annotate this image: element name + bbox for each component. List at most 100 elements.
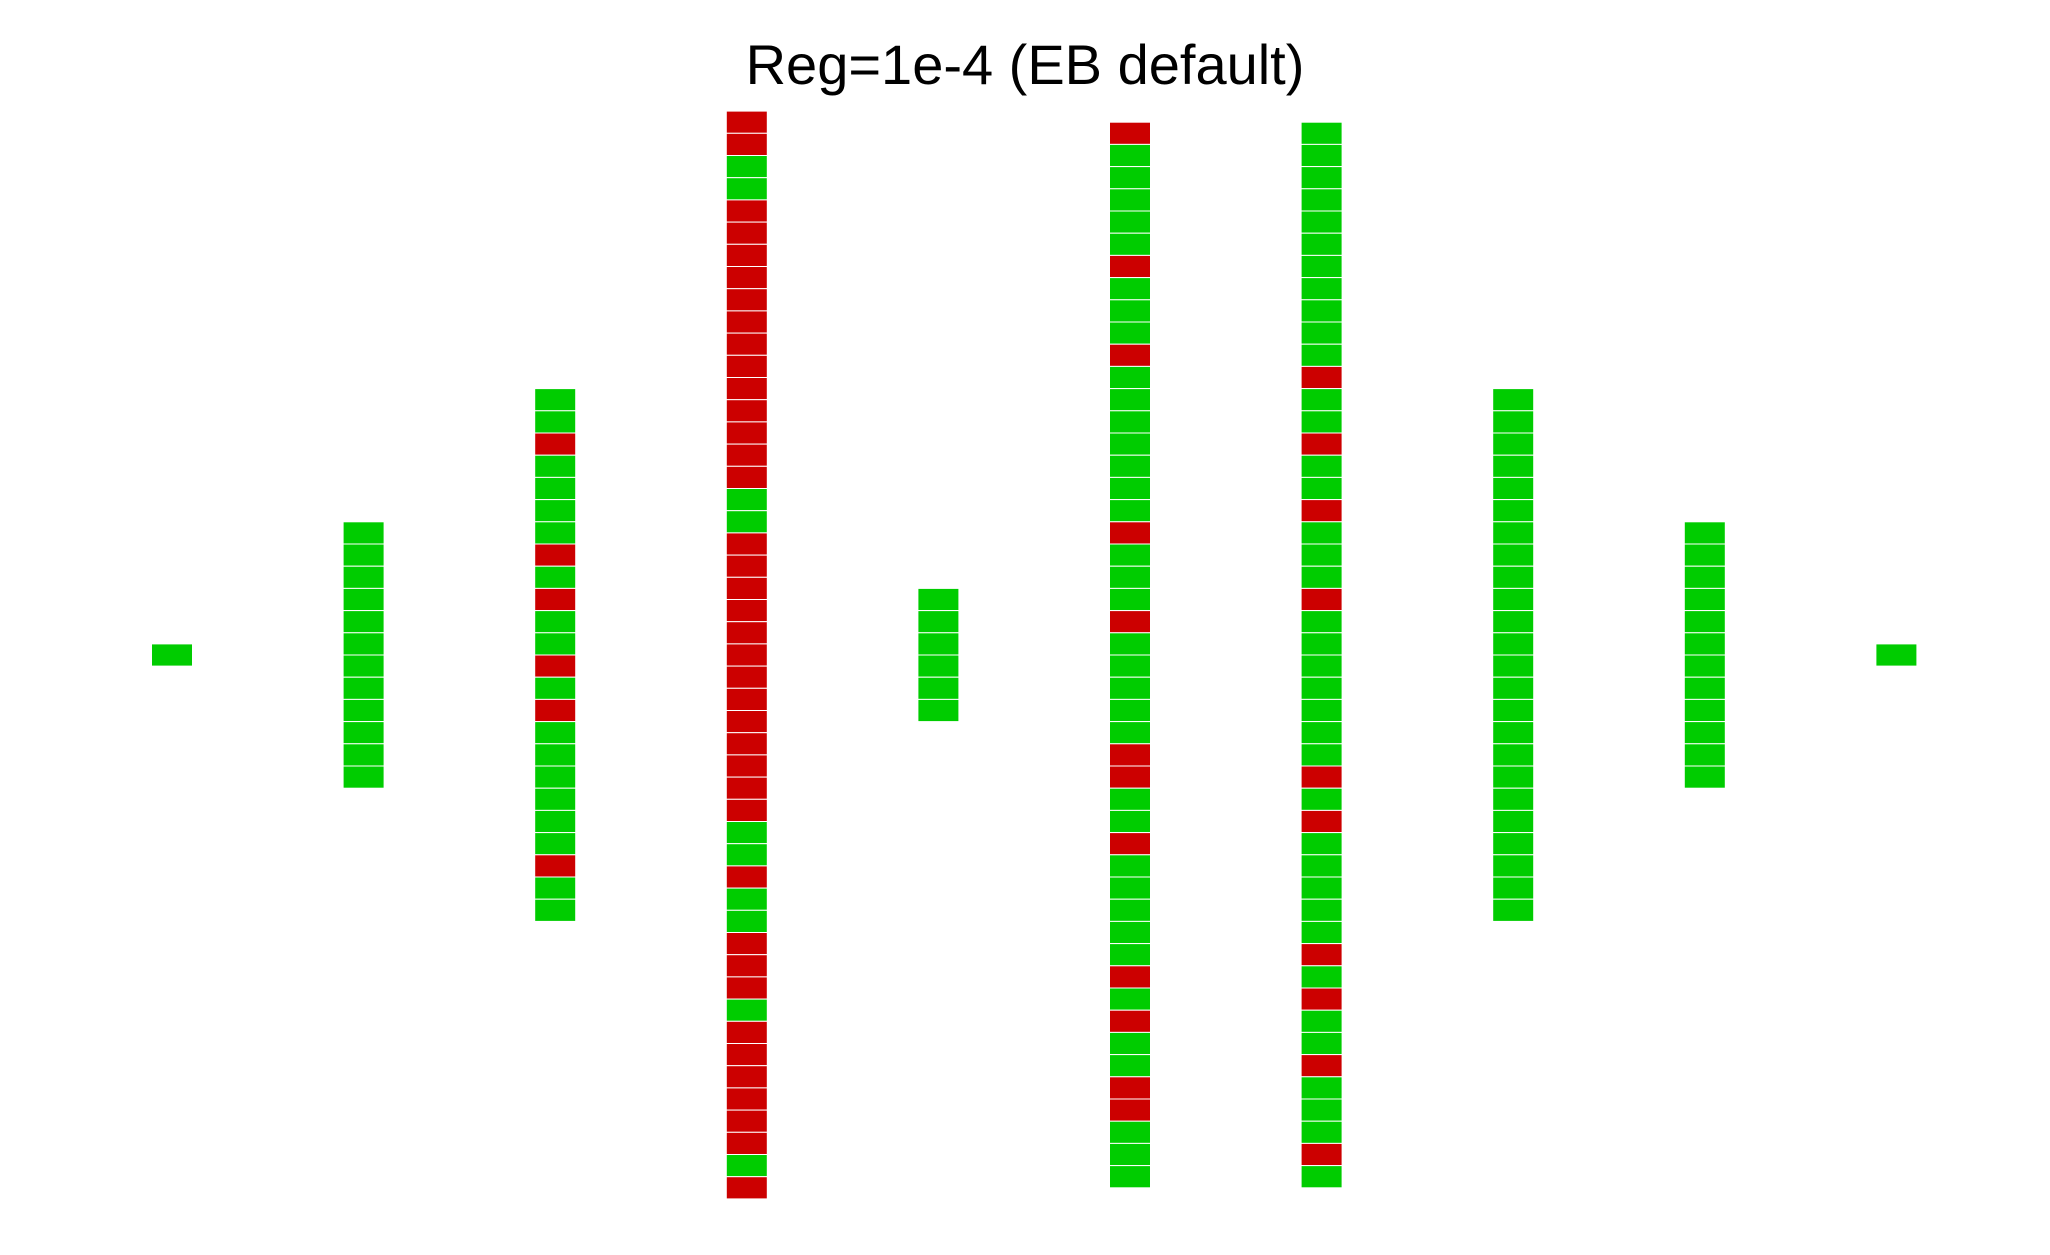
cell-red (725, 954, 768, 978)
cell-red (725, 354, 768, 378)
cell-green (534, 610, 577, 634)
cell-green (534, 832, 577, 856)
cell-green (1109, 854, 1151, 878)
cell-red (1300, 809, 1343, 834)
cell-green (1109, 654, 1151, 678)
cell-green (1492, 565, 1535, 589)
columns-group (151, 110, 1918, 1200)
cell-green (342, 521, 385, 545)
cell-green (1492, 787, 1535, 811)
cell-red (1109, 1076, 1151, 1100)
cell-green (1492, 654, 1535, 678)
cell-green (1300, 521, 1343, 545)
cell-green (1683, 632, 1726, 656)
cell-green (534, 565, 577, 589)
cell-green (1300, 1076, 1343, 1100)
cell-green (151, 643, 193, 667)
cell-green (1683, 565, 1726, 589)
cell-green (342, 676, 385, 700)
cell-green (1109, 388, 1151, 412)
cell-red (725, 110, 768, 134)
cell-green (1492, 898, 1535, 922)
cell-green (1109, 410, 1151, 434)
column-5 (917, 587, 960, 723)
cell-green (534, 521, 577, 545)
cell-green (725, 909, 768, 933)
cell-green (1300, 388, 1343, 412)
cell-green (1109, 1031, 1151, 1056)
cell-green (1683, 521, 1726, 545)
cell-red (1300, 765, 1343, 789)
cell-red (534, 654, 577, 678)
cell-green (1683, 743, 1726, 767)
cell-green (1109, 676, 1151, 700)
cell-green (1300, 1009, 1343, 1033)
cell-red (1109, 743, 1151, 767)
cell-green (1300, 1098, 1343, 1122)
cell-green (1300, 232, 1343, 256)
cell-green (725, 510, 768, 534)
cell-green (1300, 254, 1343, 279)
cell-green (1300, 1120, 1343, 1144)
cell-red (725, 643, 768, 667)
cell-red (725, 554, 768, 578)
cell-green (1300, 854, 1343, 878)
cell-green (1109, 721, 1151, 745)
cell-red (725, 266, 768, 290)
cell-green (1492, 543, 1535, 567)
cell-red (725, 1020, 768, 1044)
cell-green (1109, 299, 1151, 323)
cell-red (725, 199, 768, 223)
cell-green (725, 1154, 768, 1178)
cell-red (725, 932, 768, 956)
cell-green (1109, 1054, 1151, 1078)
cell-green (1109, 587, 1151, 612)
cell-green (1109, 365, 1151, 390)
cell-red (1109, 1009, 1151, 1033)
cell-red (1300, 943, 1343, 967)
cell-green (1109, 321, 1151, 345)
cell-green (1300, 166, 1343, 190)
cell-green (1492, 499, 1535, 523)
cell-green (1109, 499, 1151, 523)
cell-green (1109, 565, 1151, 589)
cell-green (342, 543, 385, 567)
cell-red (534, 854, 577, 878)
cell-red (1300, 432, 1343, 456)
cell-green (1683, 654, 1726, 678)
cell-green (917, 698, 960, 723)
cell-green (1300, 654, 1343, 678)
cell-green (342, 565, 385, 589)
cell-green (1492, 388, 1535, 412)
cell-red (725, 443, 768, 467)
cell-green (534, 676, 577, 700)
cell-green (342, 587, 385, 612)
cell-green (534, 876, 577, 900)
cell-green (1492, 587, 1535, 612)
cell-green (342, 610, 385, 634)
cell-green (1109, 543, 1151, 567)
cell-red (725, 710, 768, 734)
cell-green (1300, 632, 1343, 656)
cell-green (1300, 1165, 1343, 1189)
cell-red (534, 432, 577, 456)
cell-green (1300, 698, 1343, 723)
cell-green (1492, 832, 1535, 856)
cell-red (725, 599, 768, 623)
cell-green (1683, 543, 1726, 567)
cell-red (725, 377, 768, 401)
cell-red (534, 698, 577, 723)
cell-green (1109, 632, 1151, 656)
cell-red (725, 621, 768, 645)
cell-green (725, 821, 768, 845)
cell-green (534, 898, 577, 922)
cell-green (1300, 965, 1343, 989)
column-4 (725, 110, 768, 1200)
cell-green (342, 654, 385, 678)
cell-red (725, 1131, 768, 1156)
cell-green (1109, 876, 1151, 900)
cell-green (1683, 698, 1726, 723)
cell-red (725, 754, 768, 778)
cell-green (1300, 787, 1343, 811)
cell-red (534, 587, 577, 612)
